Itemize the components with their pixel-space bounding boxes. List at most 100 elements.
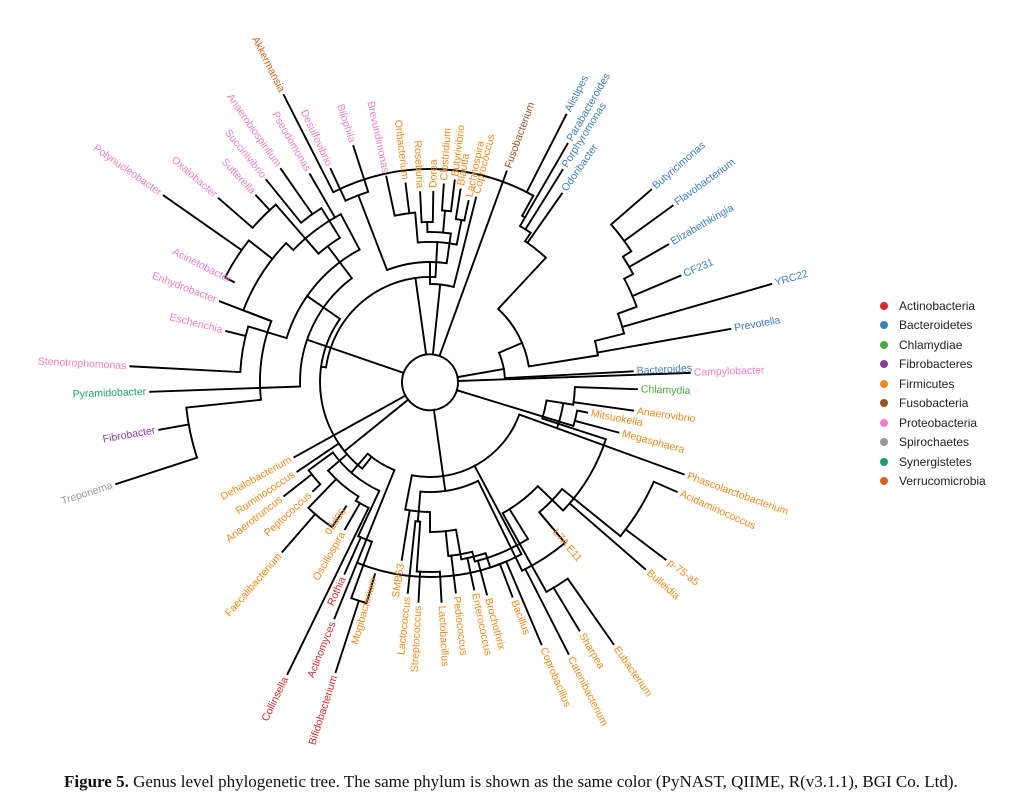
internal-arc [357, 535, 373, 543]
legend-color-dot [880, 477, 888, 486]
leaf-label-phascolarctobacterium: Phascolarctobacterium [685, 470, 790, 518]
internal-arc [355, 499, 370, 509]
internal-branch [350, 540, 374, 600]
internal-branch [520, 194, 535, 218]
internal-arc [502, 485, 539, 515]
legend-item-fibrobacteres: Fibrobacteres [880, 355, 986, 375]
internal-branch [456, 367, 505, 379]
internal-branch [541, 417, 608, 441]
leaf-label-bilophila: Bilophila [334, 103, 358, 145]
branch-butyrivibrio [449, 179, 456, 213]
leaf-label-roseburia: Roseburia [411, 140, 425, 189]
branch-sutterella [254, 194, 272, 212]
branch-desulfovibrio [329, 167, 347, 202]
internal-arc [461, 552, 486, 561]
leaf-label-collinsella: Collinsella [259, 675, 291, 723]
internal-arc [367, 452, 395, 471]
internal-branch [518, 413, 559, 430]
internal-arc [617, 313, 626, 334]
internal-branch [518, 216, 527, 228]
branch-02d06 [330, 505, 348, 529]
legend-color-dot [880, 418, 888, 427]
internal-arc [325, 276, 436, 368]
leaf-label-oxalobacter: Oxalobacter [169, 154, 220, 201]
legend-item-proteobacteria: Proteobacteria [880, 413, 986, 433]
branch-lachnospira [463, 199, 470, 222]
branch-dehalobacterium [293, 394, 407, 459]
legend-label: Synergistetes [899, 454, 972, 469]
internal-arc [307, 507, 333, 528]
branch-butyricimonas [609, 188, 653, 226]
internal-branch [414, 211, 419, 244]
leaf-label-polynucleobacter: Polynucleobacter [91, 142, 164, 198]
internal-branch [497, 341, 524, 354]
internal-arc [448, 550, 473, 557]
leaf-label-bacillus: Bacillus [508, 598, 532, 636]
legend-label: Bacteroidetes [899, 318, 973, 333]
internal-arc [292, 213, 342, 251]
root-arc [401, 353, 459, 412]
leaf-label-oscillospira: Oscillospira [311, 530, 349, 583]
branch-alistipes [525, 113, 568, 194]
internal-branch [356, 489, 381, 538]
branch-brochothrix [476, 559, 489, 596]
branch-oscillospira [343, 501, 362, 531]
internal-arc [610, 223, 633, 252]
internal-branch [360, 455, 373, 471]
internal-branch [339, 212, 361, 251]
leaf-label-fusobacterium: Fusobacterium [502, 100, 537, 170]
leaf-label-mitsuokella: Mitsuokella [590, 407, 644, 429]
leaf-label-brevundimonas: Brevundimonas [364, 100, 391, 174]
internal-arc [420, 480, 479, 493]
leaf-label-chlamydia: Chlamydia [641, 383, 691, 397]
branch-bilophila [352, 144, 370, 193]
branch-dorea [431, 191, 435, 223]
branch-ruminococcus [296, 442, 341, 473]
legend-color-dot [880, 438, 888, 447]
branch-escherichia [225, 330, 247, 338]
internal-branch [455, 218, 463, 246]
leaf-label-eubacterium: Eubacterium [611, 644, 655, 699]
branch-brevundimonas [385, 175, 396, 217]
legend-label: Spirochaetes [899, 435, 970, 450]
leaf-label-megasphaera: Megasphaera [621, 428, 686, 456]
branch-oxalobacter [217, 196, 254, 230]
internal-arc [427, 231, 452, 235]
legend-item-spirochaetes: Spirochaetes [880, 433, 986, 453]
internal-branch [355, 468, 396, 565]
internal-arc [497, 308, 530, 367]
leaf-label-mogibacterium: Mogibacterium [349, 576, 380, 646]
internal-arc [417, 241, 457, 246]
legend-item-chlamydiae: Chlamydiae [880, 335, 986, 355]
internal-arc [619, 481, 655, 537]
leaf-label-elizabethkingia: Elizabethkingia [669, 202, 736, 248]
branch-mogibacterium [365, 573, 377, 605]
internal-branch [444, 530, 450, 558]
internal-branch [305, 338, 405, 375]
branch-catenibacterium [524, 567, 570, 656]
branch-lactococcus [406, 520, 417, 594]
internal-branch [415, 520, 422, 573]
branch-elizabethkingia [627, 243, 670, 269]
internal-branch [284, 241, 295, 252]
branch-clostridium [440, 183, 445, 212]
internal-branch [545, 399, 575, 406]
internal-arc [317, 236, 341, 255]
branch-pyramidobacter [149, 385, 302, 393]
internal-branch [349, 452, 370, 474]
leaf-label-stenotrophomonas: Stenotrophomonas [37, 355, 126, 372]
branch-parabacteroides [523, 142, 569, 219]
branch-anaerobiospirillum [279, 167, 314, 216]
internal-arc [345, 190, 369, 202]
branch-fusobacterium [438, 170, 508, 357]
branch-cf231 [631, 274, 682, 298]
branch-pediococcus [450, 554, 457, 594]
leaf-label-fibrobacter: Fibrobacter [102, 424, 157, 445]
leaf-label-escherichia: Escherichia [168, 311, 224, 336]
leaf-label-campylobacter: Campylobacter [694, 364, 765, 378]
internal-arc [299, 277, 353, 387]
internal-branch [476, 479, 524, 572]
branch-chlamydia [573, 386, 638, 391]
internal-branch [445, 232, 452, 265]
internal-arc [521, 214, 526, 219]
